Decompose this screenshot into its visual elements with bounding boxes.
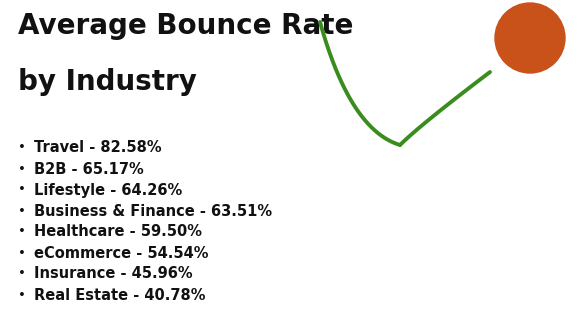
- Text: •: •: [18, 184, 26, 197]
- Text: Business & Finance - 63.51%: Business & Finance - 63.51%: [34, 203, 272, 218]
- Text: Healthcare - 59.50%: Healthcare - 59.50%: [34, 225, 202, 240]
- Text: Travel - 82.58%: Travel - 82.58%: [34, 140, 162, 155]
- Text: •: •: [18, 226, 26, 239]
- Text: •: •: [18, 267, 26, 280]
- Ellipse shape: [495, 3, 565, 73]
- Text: Average Bounce Rate: Average Bounce Rate: [18, 12, 353, 40]
- Text: •: •: [18, 246, 26, 259]
- Text: Real Estate - 40.78%: Real Estate - 40.78%: [34, 288, 205, 303]
- Text: by Industry: by Industry: [18, 68, 197, 96]
- Text: •: •: [18, 204, 26, 217]
- Text: •: •: [18, 141, 26, 154]
- Text: B2B - 65.17%: B2B - 65.17%: [34, 162, 144, 176]
- Text: •: •: [18, 162, 26, 176]
- Text: Lifestyle - 64.26%: Lifestyle - 64.26%: [34, 183, 182, 198]
- Text: Insurance - 45.96%: Insurance - 45.96%: [34, 266, 193, 281]
- Text: eCommerce - 54.54%: eCommerce - 54.54%: [34, 245, 208, 261]
- Text: •: •: [18, 289, 26, 302]
